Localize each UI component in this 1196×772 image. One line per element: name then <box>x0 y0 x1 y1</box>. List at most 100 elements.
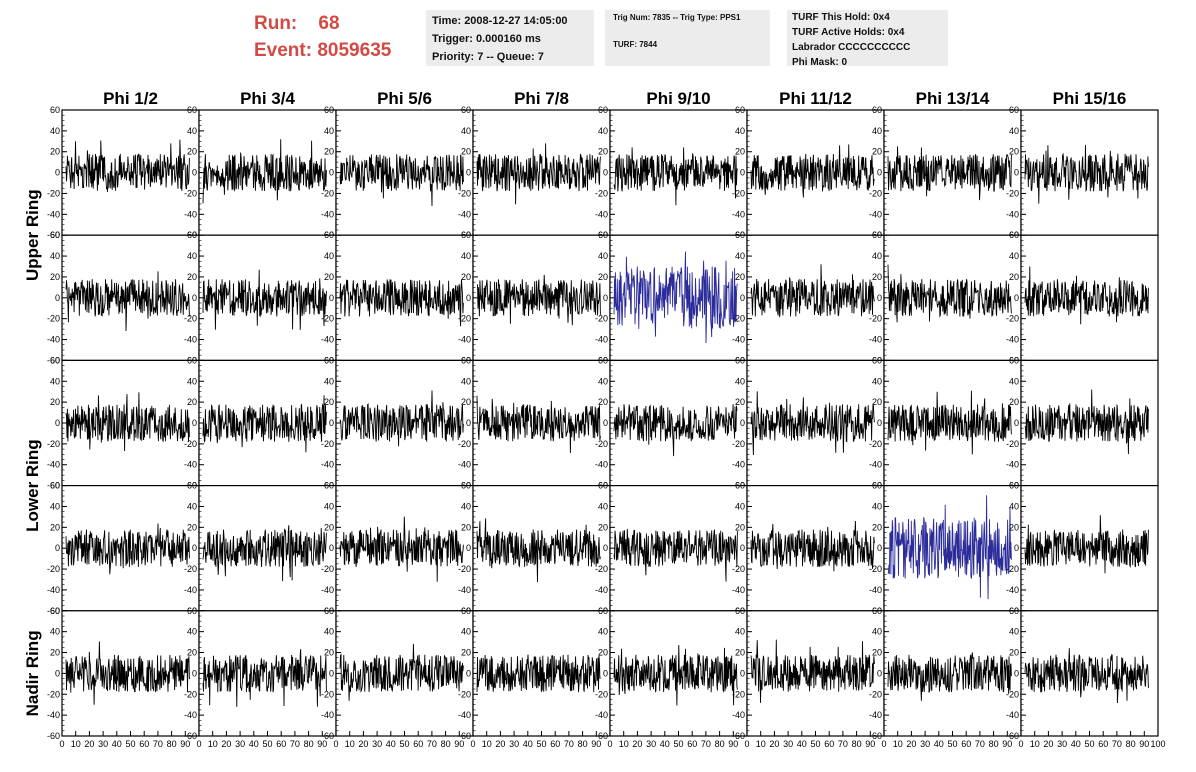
y-tick-label: 60 <box>324 481 334 491</box>
x-tick-label: 30 <box>235 739 245 749</box>
y-tick-label: 60 <box>461 105 471 115</box>
waveform-trace <box>750 264 875 318</box>
x-tick-label: 90 <box>728 739 738 749</box>
y-tick-label: -60 <box>47 606 60 616</box>
y-tick-label: 40 <box>324 501 334 511</box>
y-tick-label: 40 <box>872 376 882 386</box>
y-tick-label: 40 <box>598 501 608 511</box>
y-tick-label: -40 <box>321 209 334 219</box>
x-tick-label: 70 <box>564 739 574 749</box>
y-tick-label: -40 <box>47 335 60 345</box>
y-tick-label: 60 <box>598 230 608 240</box>
y-tick-label: 20 <box>187 397 197 407</box>
y-tick-label: 40 <box>735 251 745 261</box>
y-tick-label: 20 <box>50 147 60 157</box>
y-tick-label: 20 <box>324 397 334 407</box>
x-tick-label: 70 <box>701 739 711 749</box>
waveform-trace <box>339 390 464 447</box>
y-tick-label: 0 <box>55 543 60 553</box>
x-tick-label: 40 <box>112 739 122 749</box>
y-tick-label: 60 <box>735 230 745 240</box>
y-tick-label: 40 <box>872 251 882 261</box>
waveform-trace <box>1024 648 1149 704</box>
y-tick-label: -20 <box>184 564 197 574</box>
y-tick-label: 20 <box>187 147 197 157</box>
turf-this-hold-text: TURF This Hold: 0x4 <box>792 12 890 23</box>
x-tick-label: 60 <box>276 739 286 749</box>
time-info-box: Time: 2008-12-27 14:05:00 Trigger: 0.000… <box>426 10 594 66</box>
panel-r3-c1: -60 -40 -20 0 20 40 60 <box>47 355 200 491</box>
y-tick-label: 20 <box>735 397 745 407</box>
y-tick-label: 0 <box>192 418 197 428</box>
y-tick-label: -20 <box>869 314 882 324</box>
y-tick-label: -20 <box>732 314 745 324</box>
y-tick-label: 40 <box>324 376 334 386</box>
y-tick-label: -40 <box>1006 585 1019 595</box>
y-tick-label: -20 <box>184 188 197 198</box>
panel-r2-c1: -60 -40 -20 0 20 40 60 <box>47 230 200 365</box>
y-tick-label: 40 <box>50 627 60 637</box>
x-tick-label: 60 <box>413 739 423 749</box>
y-tick-label: 40 <box>187 627 197 637</box>
trigger-text: Trigger: 0.000160 ms <box>432 33 541 45</box>
x-tick-label: 20 <box>906 739 916 749</box>
column-label-6: Phi 11/12 <box>779 89 852 108</box>
y-tick-label: 20 <box>187 648 197 658</box>
y-tick-label: 60 <box>598 606 608 616</box>
y-tick-label: 0 <box>329 293 334 303</box>
x-tick-label: 0 <box>333 739 338 749</box>
waveform-trace <box>613 528 738 582</box>
y-tick-label: -60 <box>47 230 60 240</box>
y-tick-label: -20 <box>1006 689 1019 699</box>
column-label-3: Phi 5/6 <box>377 89 432 108</box>
x-tick-label: 70 <box>838 739 848 749</box>
x-tick-label: 10 <box>756 739 766 749</box>
waveform-trace <box>887 495 1012 600</box>
x-tick-label: 40 <box>1071 739 1081 749</box>
y-tick-label: -20 <box>47 564 60 574</box>
phi-mask-text: Phi Mask: 0 <box>792 57 848 68</box>
y-tick-label: 60 <box>461 606 471 616</box>
y-tick-label: 20 <box>187 522 197 532</box>
x-tick-label: 20 <box>632 739 642 749</box>
x-tick-label: 50 <box>673 739 683 749</box>
y-tick-label: 60 <box>872 105 882 115</box>
y-tick-label: -40 <box>869 710 882 720</box>
y-tick-label: -60 <box>869 731 882 741</box>
y-tick-label: 20 <box>461 397 471 407</box>
y-tick-label: -40 <box>732 585 745 595</box>
x-tick-label: 50 <box>399 739 409 749</box>
x-tick-label: 10 <box>893 739 903 749</box>
y-tick-label: -40 <box>184 585 197 595</box>
y-tick-label: -40 <box>732 209 745 219</box>
y-tick-label: 40 <box>50 501 60 511</box>
y-tick-label: 0 <box>329 418 334 428</box>
y-tick-label: 40 <box>598 627 608 637</box>
y-tick-label: 40 <box>1009 501 1019 511</box>
y-tick-label: -40 <box>595 335 608 345</box>
y-tick-label: -40 <box>1006 460 1019 470</box>
waveform-trace <box>476 274 601 326</box>
y-tick-label: 40 <box>1009 376 1019 386</box>
x-tick-label: 90 <box>180 739 190 749</box>
y-tick-label: -20 <box>732 564 745 574</box>
y-tick-label: -40 <box>458 460 471 470</box>
y-tick-label: -40 <box>184 460 197 470</box>
y-tick-label: 20 <box>324 522 334 532</box>
y-tick-label: 60 <box>1009 105 1019 115</box>
y-tick-label: 20 <box>872 147 882 157</box>
x-tick-label: 60 <box>550 739 560 749</box>
x-tick-label: 40 <box>660 739 670 749</box>
y-tick-label: 0 <box>1014 543 1019 553</box>
labrador-text: Labrador CCCCCCCCCC <box>792 42 911 53</box>
y-tick-label: -40 <box>47 209 60 219</box>
y-tick-label: 40 <box>324 251 334 261</box>
panel-r5-c3: -60 -40 -20 0 20 40 60 <box>321 606 474 741</box>
y-tick-label: 40 <box>187 501 197 511</box>
